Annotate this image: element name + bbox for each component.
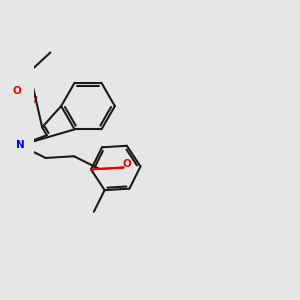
Text: O: O <box>13 86 21 96</box>
Text: N: N <box>16 140 25 150</box>
Text: O: O <box>123 159 131 169</box>
